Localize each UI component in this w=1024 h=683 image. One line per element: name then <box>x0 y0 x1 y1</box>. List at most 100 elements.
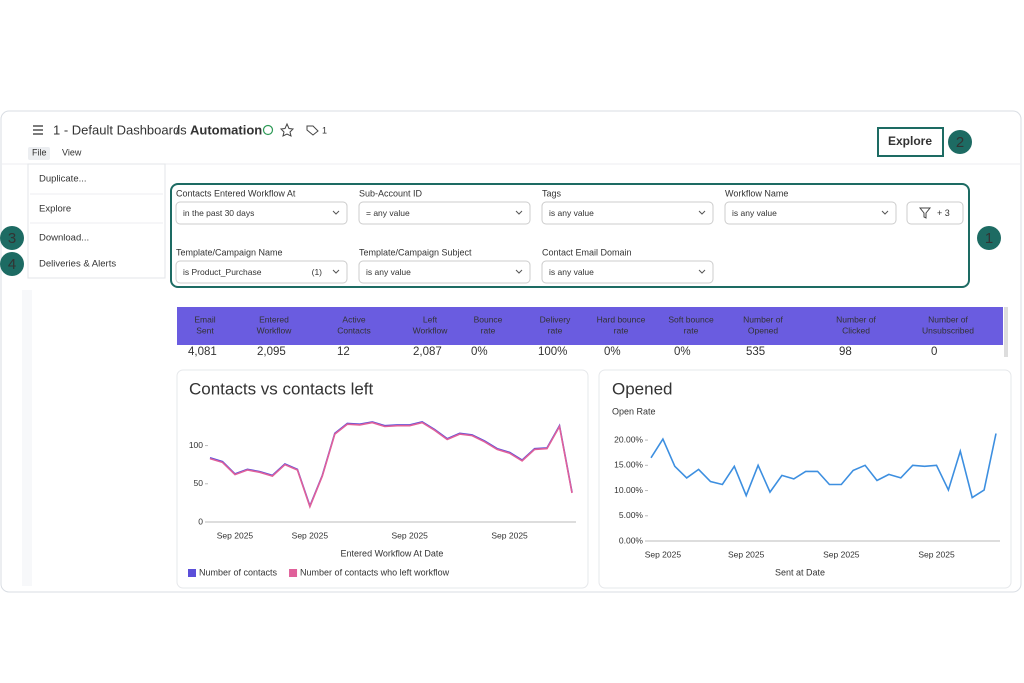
filter-value: is any value <box>732 208 777 218</box>
tag-count: 1 <box>322 125 327 135</box>
x-axis-label: Entered Workflow At Date <box>341 548 444 558</box>
metric-header: Entered <box>259 314 289 324</box>
metric-header: Number of <box>928 314 968 324</box>
callout-number: 3 <box>8 230 16 247</box>
callout-badge <box>0 226 24 250</box>
metrics-header <box>177 307 1003 345</box>
y-tick-label: 0.00% <box>619 535 644 545</box>
filter-label: Contacts Entered Workflow At <box>176 188 296 198</box>
x-tick-label: Sep 2025 <box>918 549 955 559</box>
x-tick-label: Sep 2025 <box>728 549 765 559</box>
filter-select[interactable] <box>541 201 714 225</box>
legend-label[interactable]: Number of contacts <box>199 567 278 577</box>
dashboard-title: Automation <box>190 122 262 137</box>
breadcrumb[interactable]: 1 - Default Dashboards <box>53 122 187 137</box>
chart-title: Contacts vs contacts left <box>189 379 374 398</box>
metric-header: Unsubscribed <box>922 325 974 335</box>
metrics-scrollbar <box>1004 307 1008 357</box>
more-filters-label[interactable]: + 3 <box>937 208 950 218</box>
callout-badge <box>0 252 24 276</box>
chevron-icon <box>698 269 706 274</box>
filter-value: is Product_Purchase <box>183 267 262 277</box>
y-tick-label: 10.00% <box>614 485 643 495</box>
menu-option[interactable]: Duplicate... <box>39 174 87 185</box>
filter-value: in the past 30 days <box>183 208 254 218</box>
chevron-icon <box>332 210 340 215</box>
menu-item[interactable]: File <box>32 147 47 157</box>
filter-select[interactable] <box>724 201 897 225</box>
callout-number: 1 <box>985 230 993 247</box>
y-tick-label: 5.00% <box>619 510 644 520</box>
series-line <box>650 433 997 499</box>
verified-icon <box>262 124 274 136</box>
metric-header: Number of <box>743 314 783 324</box>
chart-card <box>598 369 1012 589</box>
filter-select[interactable] <box>175 260 348 284</box>
hamburger-icon[interactable] <box>33 125 43 135</box>
chevron-icon <box>515 210 523 215</box>
filter-value: = any value <box>366 208 410 218</box>
metric-header: Workflow <box>413 325 449 335</box>
filter-value: is any value <box>549 267 594 277</box>
x-tick-label: Sep 2025 <box>292 530 329 540</box>
chevron-icon <box>698 210 706 215</box>
metric-header: rate <box>684 325 699 335</box>
filter-count: (1) <box>312 267 323 277</box>
metric-value: 0 <box>931 346 937 358</box>
metric-header: Hard bounce <box>597 314 646 324</box>
chevron-icon <box>881 210 889 215</box>
legend-label[interactable]: Number of contacts who left workflow <box>300 567 450 577</box>
metric-value: 0% <box>471 346 488 358</box>
filter-label: Workflow Name <box>725 188 788 198</box>
filter-select[interactable] <box>175 201 348 225</box>
sidebar-strip <box>22 290 32 586</box>
metric-value: 98 <box>839 346 852 358</box>
chart-card <box>176 369 589 589</box>
metric-value: 4,081 <box>188 346 217 358</box>
x-axis-label: Sent at Date <box>775 567 825 577</box>
filter-label: Sub-Account ID <box>359 188 423 198</box>
filter-select[interactable] <box>541 260 714 284</box>
explore-button[interactable] <box>877 127 944 157</box>
metric-header: rate <box>614 325 629 335</box>
callout-badge <box>948 130 972 154</box>
filter-select[interactable] <box>358 201 531 225</box>
menu-option[interactable]: Deliveries & Alerts <box>39 259 116 270</box>
breadcrumb-separator: / <box>176 122 180 137</box>
filter-select[interactable] <box>358 260 531 284</box>
menu-option[interactable]: Download... <box>39 233 89 244</box>
menu-option[interactable]: Explore <box>39 204 71 215</box>
callout-number: 4 <box>8 256 16 273</box>
x-tick-label: Sep 2025 <box>392 530 429 540</box>
y-tick-label: 20.00% <box>614 434 643 444</box>
metric-value: 100% <box>538 346 567 358</box>
tag-icon[interactable] <box>306 125 319 136</box>
callout-badge <box>977 226 1001 250</box>
metric-header: Delivery <box>540 314 571 324</box>
explore-label[interactable]: Explore <box>888 134 932 148</box>
metric-header: Soft bounce <box>668 314 714 324</box>
star-icon[interactable] <box>279 122 295 137</box>
metric-value: 0% <box>604 346 621 358</box>
metric-header: rate <box>481 325 496 335</box>
metric-header: Clicked <box>842 325 870 335</box>
metric-value: 535 <box>746 346 765 358</box>
metric-value: 2,087 <box>413 346 442 358</box>
legend-swatch <box>188 569 196 577</box>
series-line <box>209 421 573 509</box>
chevron-icon <box>515 269 523 274</box>
chevron-icon <box>332 269 340 274</box>
metric-header: Opened <box>748 325 779 335</box>
chart-subtitle: Open Rate <box>612 406 656 416</box>
metric-header: Email <box>194 314 215 324</box>
filter-label: Contact Email Domain <box>542 247 632 257</box>
filter-value: is any value <box>366 267 411 277</box>
filter-highlight <box>170 183 970 288</box>
x-tick-label: Sep 2025 <box>491 530 528 540</box>
more-filters-button[interactable] <box>906 201 964 225</box>
metric-value: 0% <box>674 346 691 358</box>
filter-label: Tags <box>542 188 562 198</box>
metric-value: 2,095 <box>257 346 286 358</box>
menu-item[interactable]: View <box>62 147 82 157</box>
